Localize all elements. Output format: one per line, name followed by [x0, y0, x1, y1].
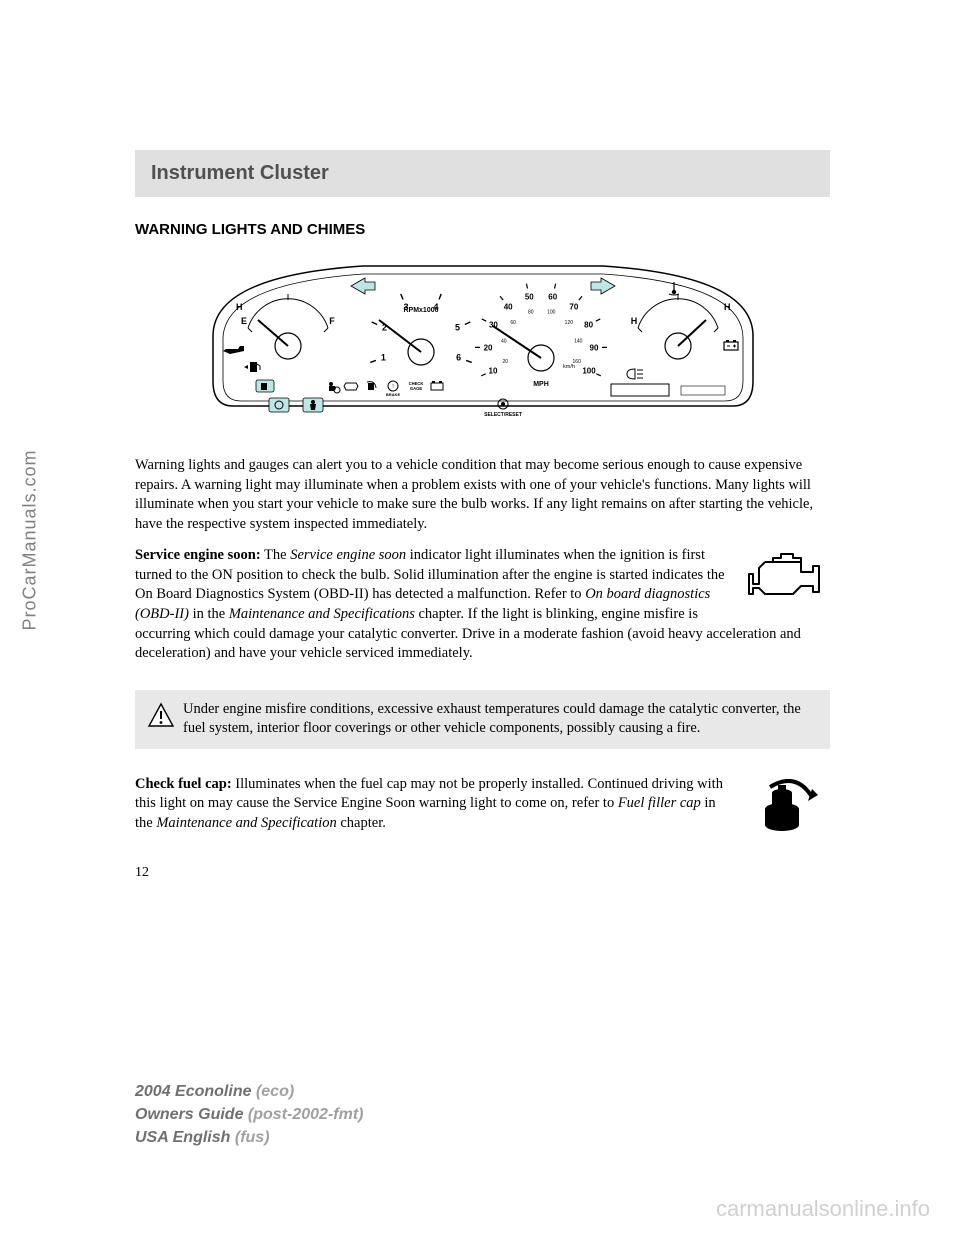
- mph-label: MPH: [533, 381, 549, 388]
- svg-text:GAGE: GAGE: [409, 386, 422, 391]
- check-gage-icon: CHECKGAGE: [408, 381, 423, 391]
- svg-text:40: 40: [503, 302, 512, 311]
- svg-text:6: 6: [456, 353, 461, 363]
- warning-triangle-icon: [147, 702, 175, 728]
- engine-icon: [344, 383, 358, 390]
- right-turn-icon: [591, 278, 615, 294]
- footer-metadata: 2004 Econoline (eco) Owners Guide (post-…: [135, 1080, 363, 1150]
- brake-icon: ! BRAKE: [385, 381, 400, 397]
- service-engine-label: Service engine soon:: [135, 547, 261, 563]
- oil-icon: [223, 346, 244, 354]
- temperature-icon: [669, 282, 679, 295]
- chapter-header-bar: Instrument Cluster: [135, 150, 830, 197]
- svg-text:70: 70: [569, 302, 578, 311]
- kmh-label: km/h: [563, 364, 575, 370]
- svg-text:90: 90: [589, 343, 598, 352]
- svg-text:3: 3: [403, 302, 408, 312]
- svg-text:60: 60: [510, 320, 516, 326]
- battery-warning-icon: [431, 381, 443, 390]
- check-fuel-label: Check fuel cap:: [135, 776, 232, 792]
- fuel-pump-icon: [244, 362, 260, 372]
- select-reset-button: SELECT/RESET: [484, 399, 522, 418]
- gauge-h-left: H: [236, 302, 243, 312]
- battery-icon: [724, 340, 738, 350]
- svg-text:10: 10: [488, 366, 497, 375]
- odometer-display: [611, 384, 669, 396]
- check-fuel-text: Check fuel cap: Illuminates when the fue…: [135, 775, 830, 834]
- svg-text:120: 120: [564, 320, 573, 326]
- svg-text:SELECT/RESET: SELECT/RESET: [484, 412, 522, 418]
- svg-text:140: 140: [574, 338, 583, 344]
- svg-text:80: 80: [584, 321, 593, 330]
- svg-text:20: 20: [502, 359, 508, 365]
- chapter-title: Instrument Cluster: [151, 162, 814, 185]
- headlamp-icon: [627, 369, 643, 379]
- warning-icon-row: ! BRAKE CHECKGAGE: [329, 381, 443, 397]
- svg-text:1: 1: [380, 353, 385, 363]
- section-heading: WARNING LIGHTS AND CHIMES: [135, 221, 830, 238]
- watermark-left: ProCarManuals.com: [20, 449, 41, 630]
- svg-text:80: 80: [527, 309, 533, 315]
- svg-text:!: !: [392, 384, 393, 390]
- service-engine-section: Service engine soon: The Service engine …: [135, 546, 830, 675]
- svg-text:5: 5: [455, 323, 460, 333]
- abs-indicator: [269, 398, 289, 412]
- intro-paragraph: Warning lights and gauges can alert you …: [135, 456, 830, 534]
- service-engine-text: Service engine soon: The Service engine …: [135, 546, 830, 663]
- svg-text:100: 100: [547, 309, 556, 315]
- fuel-e-label: E: [240, 316, 246, 326]
- svg-text:BRAKE: BRAKE: [385, 392, 400, 397]
- svg-text:40: 40: [500, 338, 506, 344]
- svg-text:20: 20: [483, 343, 492, 352]
- watermark-bottom: carmanualsonline.info: [716, 1196, 930, 1222]
- fuel-cap-icon: [748, 779, 830, 849]
- fuel-cap-icon: [367, 382, 376, 390]
- instrument-cluster-diagram: E F H H H: [203, 256, 763, 426]
- gauge-h-right: H: [724, 302, 731, 312]
- svg-text:60: 60: [548, 292, 557, 301]
- fuel-f-label: F: [329, 316, 335, 326]
- left-turn-icon: [351, 278, 375, 294]
- page-content: Instrument Cluster WARNING LIGHTS AND CH…: [135, 150, 830, 881]
- engine-outline-icon: [745, 550, 830, 605]
- warning-callout: Under engine misfire conditions, excessi…: [135, 690, 830, 749]
- airbag-icon: [329, 382, 340, 393]
- trip-display: [681, 386, 725, 395]
- warning-text: Under engine misfire conditions, excessi…: [183, 701, 801, 737]
- svg-text:100: 100: [582, 366, 596, 375]
- svg-text:4: 4: [433, 302, 438, 312]
- temp-h-label: H: [630, 316, 637, 326]
- page-number: 12: [135, 865, 830, 881]
- check-fuel-section: Check fuel cap: Illuminates when the fue…: [135, 775, 830, 849]
- svg-text:50: 50: [524, 292, 533, 301]
